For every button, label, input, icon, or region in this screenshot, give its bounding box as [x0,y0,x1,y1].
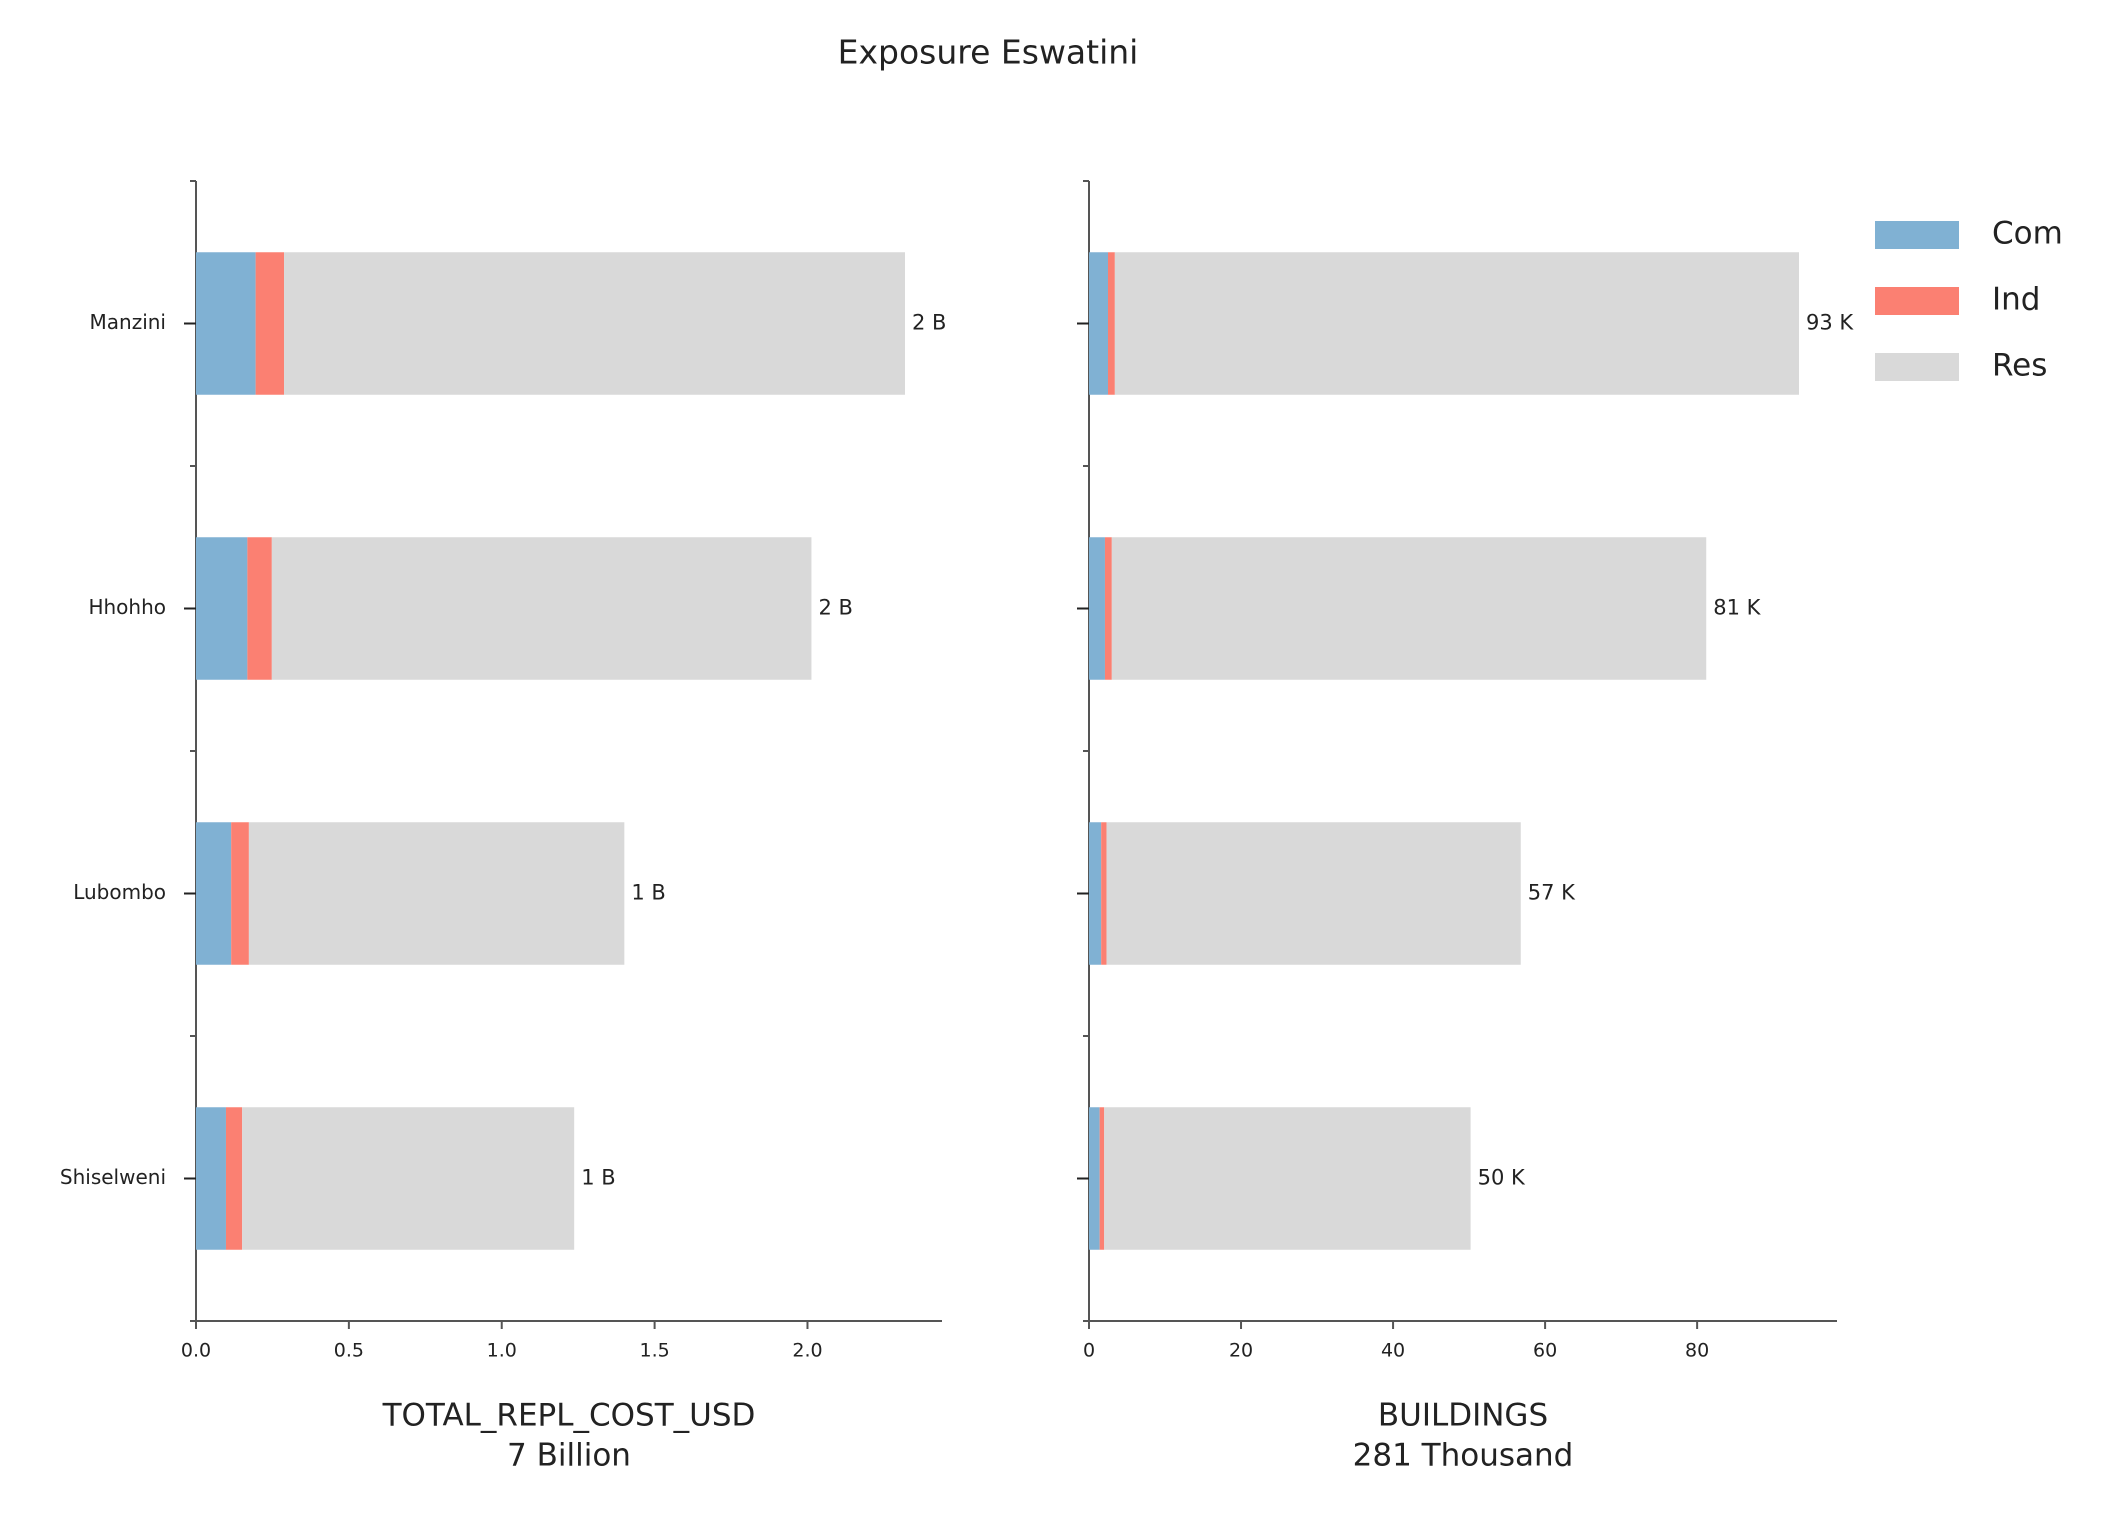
x-tick-label: 0.5 [334,1340,364,1362]
bar-segment [196,822,232,965]
total-label: 50 K [1478,1166,1526,1190]
bar-segment [1111,537,1707,680]
total-label: 1 B [631,881,665,905]
bar-segment [284,252,906,395]
bar-segment [1114,252,1799,395]
bar-segment [225,1107,243,1250]
total-label: 93 K [1806,311,1854,335]
x-tick-label: 1.5 [639,1340,669,1362]
bar-segment [1089,252,1109,395]
legend-label: Res [1992,348,2047,384]
figure-title: Exposure Eswatini [838,33,1139,72]
y-tick-label: Manzini [90,310,166,334]
legend-swatch [1875,221,1959,249]
bar-segment [196,1107,226,1250]
x-tick-label: 40 [1381,1340,1405,1362]
total-label: 81 K [1713,596,1761,620]
x-axis-label: BUILDINGS [1378,1398,1548,1434]
bar-segment [1089,537,1105,680]
x-axis-label: 7 Billion [507,1438,631,1474]
bar-segment [1101,822,1107,965]
y-tick-label: Hhohho [88,595,166,619]
x-axis-label: TOTAL_REPL_COST_USD [382,1398,756,1434]
bar-segment [196,537,248,680]
bar-segment [242,1107,575,1250]
x-axis-label: 281 Thousand [1353,1438,1574,1474]
bar-segment [231,822,249,965]
x-tick-label: 2.0 [792,1340,822,1362]
bar-segment [1099,1107,1105,1250]
x-tick-label: 20 [1229,1340,1253,1362]
bar-segment [271,537,812,680]
x-tick-label: 60 [1533,1340,1557,1362]
x-tick-label: 1.0 [487,1340,517,1362]
legend-label: Com [1992,216,2063,252]
bar-segment [1089,1107,1100,1250]
total-label: 2 B [912,311,946,335]
y-tick-label: Lubombo [73,880,166,904]
bar-segment [248,822,625,965]
bar-segment [196,252,256,395]
total-label: 2 B [818,596,852,620]
legend-swatch [1875,353,1959,381]
bar-segment [1108,252,1115,395]
total-label: 1 B [581,1166,615,1190]
bar-segment [1104,1107,1471,1250]
legend-label: Ind [1992,282,2040,318]
legend-swatch [1875,287,1959,315]
bar-segment [1106,822,1521,965]
bar-segment [1104,537,1112,680]
x-tick-label: 80 [1685,1340,1709,1362]
x-tick-label: 0 [1083,1340,1095,1362]
y-tick-label: Shiselweni [60,1165,166,1189]
total-label: 57 K [1528,881,1576,905]
x-tick-label: 0.0 [181,1340,211,1362]
bar-segment [255,252,285,395]
bar-segment [1089,822,1102,965]
bar-segment [247,537,272,680]
